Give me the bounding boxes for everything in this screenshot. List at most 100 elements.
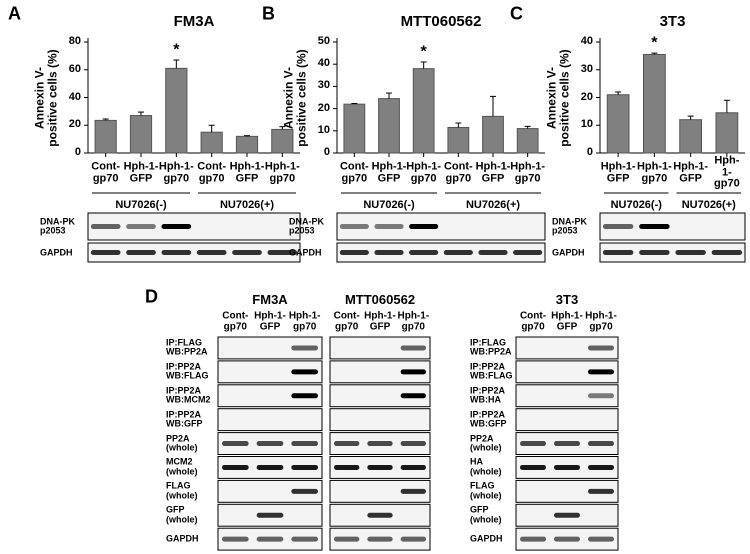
- blot-band: [339, 250, 369, 255]
- blot-row-label: DNA-PK p2053: [552, 216, 587, 236]
- blot-row-label: PP2A (whole): [470, 433, 502, 453]
- blot-group-title: 3T3: [555, 292, 579, 308]
- blot-row-label: HA (whole): [470, 457, 502, 477]
- blot-row-label: GAPDH: [40, 246, 73, 257]
- blot-row-label: IP:PP2A WB:FLAG: [470, 361, 513, 381]
- blot-band: [409, 250, 439, 255]
- blot-frame: [217, 479, 323, 503]
- blot-band: [291, 488, 318, 494]
- blot-band: [675, 250, 706, 255]
- y-tick-label: 80: [68, 35, 81, 48]
- x-tick-label: Cont- gp70: [91, 160, 121, 184]
- blot-frame: [515, 408, 619, 432]
- bar: [94, 119, 117, 154]
- panel-label: B: [262, 3, 275, 24]
- panel-label: D: [145, 286, 158, 307]
- y-tick-label: 40: [580, 35, 593, 48]
- y-tick-label: 20: [580, 90, 593, 103]
- lane-label: Cont- gp70: [519, 310, 547, 332]
- blot-band: [334, 464, 360, 470]
- blot-band: [400, 369, 426, 375]
- blot-band: [367, 441, 393, 447]
- lane-label: Hph-1- GFP: [364, 310, 396, 332]
- blot-frame: [87, 212, 301, 241]
- blot-band: [256, 441, 284, 447]
- lane-label: Hph-1- GFP: [551, 310, 583, 332]
- blot-band: [554, 512, 580, 518]
- blot-band: [291, 441, 318, 447]
- blot-band: [588, 488, 614, 494]
- bar: [129, 115, 153, 154]
- y-tick-label: 30: [317, 79, 330, 92]
- blot-frame: [217, 408, 323, 432]
- blot-band: [334, 441, 360, 447]
- blot-row-label: GAPDH: [470, 533, 503, 544]
- bar: [165, 67, 188, 154]
- blot-band: [374, 224, 404, 229]
- blot-band: [400, 345, 426, 351]
- lane-label: Hph-1- GFP: [254, 310, 286, 332]
- y-axis-label: Annexin V- positive cells (%): [32, 48, 59, 147]
- blot-band: [367, 464, 393, 470]
- x-tick-label: Hph-1- gp70: [406, 160, 442, 184]
- blot-band: [602, 250, 634, 255]
- blot-band: [520, 536, 546, 542]
- blot-band: [161, 250, 192, 255]
- x-tick-label: Hph-1- GFP: [123, 160, 159, 184]
- blot-band: [291, 345, 318, 351]
- blot-band: [367, 512, 393, 518]
- chart-title: 3T3: [659, 13, 686, 31]
- blot-row-label: DNA-PK p2053: [40, 216, 75, 236]
- blot-band: [588, 369, 614, 375]
- blot-row-label: GAPDH: [166, 533, 199, 544]
- blot-row-label: GFP (whole): [470, 504, 502, 525]
- blot-row-label: IP:PP2A WB:GFP: [470, 409, 507, 429]
- blot-band: [400, 488, 426, 494]
- significance-star: *: [651, 34, 658, 52]
- blot-frame: [217, 384, 323, 408]
- blot-band: [222, 441, 249, 447]
- y-tick-label: 60: [68, 62, 81, 75]
- blot-frame: [336, 212, 546, 241]
- bar: [482, 115, 504, 154]
- blot-row-label: IP:PP2A WB:GFP: [166, 409, 203, 429]
- x-tick-label: Hph-1- gp70: [264, 160, 300, 184]
- blot-row-label: DNA-PK p2053: [289, 216, 324, 236]
- panel-label: A: [8, 3, 21, 24]
- blot-band: [256, 536, 284, 542]
- blot-band: [602, 224, 634, 229]
- x-tick-label: Hph-1- gp70: [636, 160, 672, 184]
- blot-band: [334, 536, 360, 542]
- blot-row-label: IP:PP2A WB:HA: [470, 385, 506, 405]
- x-tick-label: Cont- gp70: [197, 160, 227, 184]
- blot-band: [232, 250, 262, 255]
- y-tick-label: 10: [317, 124, 330, 137]
- y-tick-label: 40: [68, 90, 81, 103]
- x-tick-label: Hph-1- GFP: [673, 160, 709, 184]
- y-tick-label: 50: [317, 35, 330, 48]
- group-label: NU7026(-): [115, 199, 167, 212]
- y-axis-label: Annexin V- positive cells (%): [544, 48, 571, 147]
- blot-frame: [217, 360, 323, 384]
- blot-row-label: FLAG (whole): [166, 480, 198, 501]
- blot-frame: [515, 360, 619, 384]
- blot-band: [222, 536, 249, 542]
- blot-band: [588, 393, 614, 399]
- blot-row-label: GAPDH: [289, 246, 322, 257]
- lane-label: Cont- gp70: [222, 310, 249, 332]
- chart-title: MTT060562: [400, 13, 482, 31]
- bar: [378, 98, 400, 154]
- blot-band: [196, 250, 227, 255]
- blot-band: [90, 250, 121, 255]
- blot-frame: [329, 479, 431, 503]
- lane-label: Hph-1- gp70: [397, 310, 430, 332]
- blot-band: [291, 393, 318, 399]
- blot-row-label: GAPDH: [552, 246, 585, 257]
- bar: [412, 68, 435, 154]
- x-tick-label: Hph-1- gp70: [714, 154, 740, 190]
- y-tick-label: 20: [68, 118, 81, 131]
- blot-band: [126, 224, 156, 229]
- blot-band: [554, 441, 580, 447]
- blot-frame: [329, 408, 431, 432]
- bar: [200, 131, 223, 154]
